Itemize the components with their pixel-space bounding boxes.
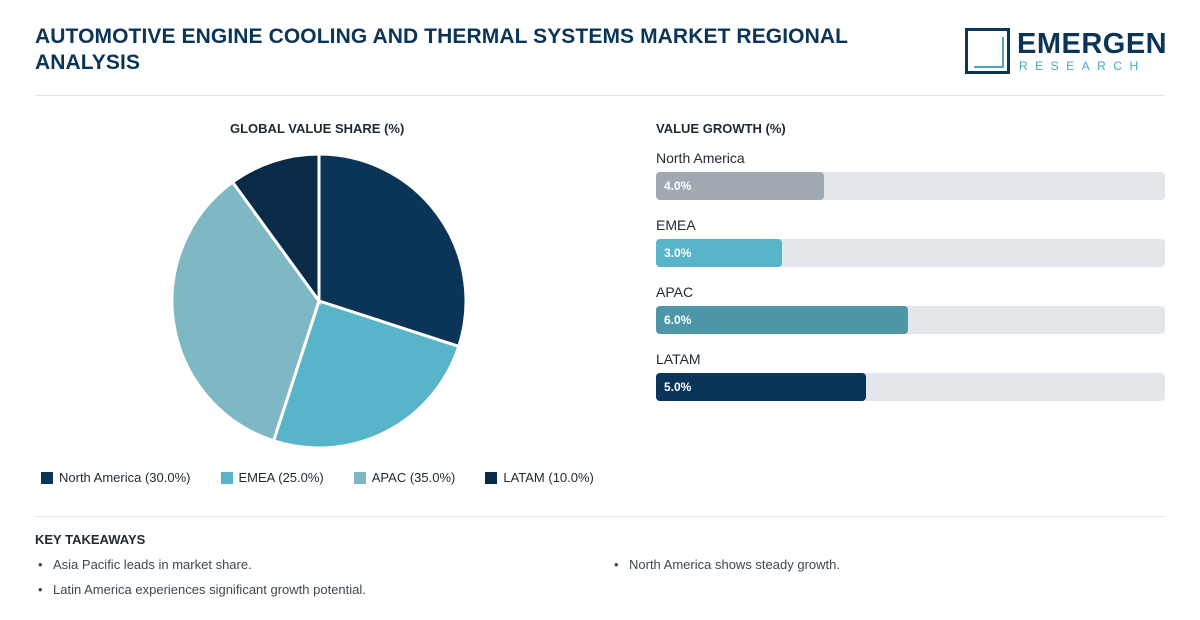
logo-wordmark: EMERGEN bbox=[1017, 28, 1168, 60]
legend-item: North America (30.0%) bbox=[41, 470, 191, 485]
section-divider bbox=[35, 516, 1165, 517]
pie-chart bbox=[170, 152, 468, 450]
growth-bar-track: 6.0% bbox=[656, 306, 1165, 334]
growth-row: EMEA 3.0% bbox=[656, 217, 1165, 284]
bullet-icon: • bbox=[614, 557, 619, 572]
takeaway-item: • North America shows steady growth. bbox=[614, 557, 840, 582]
takeaway-text: North America shows steady growth. bbox=[629, 557, 840, 572]
legend-swatch bbox=[220, 471, 233, 484]
growth-category-label: APAC bbox=[656, 284, 694, 300]
growth-category-label: EMEA bbox=[656, 217, 696, 233]
takeaway-item: • Latin America experiences significant g… bbox=[38, 582, 366, 607]
pie-slice-emea bbox=[271, 299, 461, 450]
growth-value-label: 3.0% bbox=[664, 246, 692, 260]
logo-mark-icon bbox=[965, 28, 1010, 74]
legend-item: EMEA (25.0%) bbox=[220, 470, 324, 485]
legend-label: North America (30.0%) bbox=[59, 470, 191, 485]
growth-value-label: 4.0% bbox=[664, 179, 692, 193]
growth-value-label: 6.0% bbox=[664, 313, 692, 327]
legend-item: APAC (35.0%) bbox=[353, 470, 456, 485]
growth-bar: 5.0% bbox=[656, 373, 866, 401]
legend-swatch bbox=[485, 471, 498, 484]
growth-bar: 4.0% bbox=[656, 172, 824, 200]
growth-bar: 3.0% bbox=[656, 239, 782, 267]
growth-bar-track: 4.0% bbox=[656, 172, 1165, 200]
legend-swatch bbox=[41, 471, 53, 484]
growth-bar: 6.0% bbox=[656, 306, 908, 334]
legend-label: EMEA (25.0%) bbox=[238, 470, 324, 485]
growth-bar-track: 5.0% bbox=[656, 373, 1165, 401]
header: AUTOMOTIVE ENGINE COOLING AND THERMAL SY… bbox=[35, 24, 1167, 96]
bullet-icon: • bbox=[38, 557, 43, 572]
pie-slice-latam bbox=[230, 152, 321, 306]
legend-item: LATAM (10.0%) bbox=[485, 470, 594, 485]
takeaway-item: • Asia Pacific leads in market share. bbox=[38, 557, 366, 582]
legend-label: LATAM (10.0%) bbox=[503, 470, 594, 485]
legend-label: APAC (35.0%) bbox=[371, 470, 456, 485]
growth-value-label: 5.0% bbox=[664, 380, 692, 394]
growth-category-label: LATAM bbox=[656, 351, 701, 367]
growth-row: APAC 6.0% bbox=[656, 284, 1165, 351]
growth-row: LATAM 5.0% bbox=[656, 351, 1165, 418]
pie-slice-north-america bbox=[317, 152, 468, 349]
takeaway-text: Latin America experiences significant gr… bbox=[53, 582, 366, 597]
growth-category-label: North America bbox=[656, 150, 745, 166]
key-takeaways-right: • North America shows steady growth. bbox=[614, 557, 840, 582]
key-takeaways-title: KEY TAKEAWAYS bbox=[35, 532, 146, 547]
bullet-icon: • bbox=[38, 582, 43, 597]
page-title: AUTOMOTIVE ENGINE COOLING AND THERMAL SY… bbox=[35, 25, 848, 74]
pie-slice-apac bbox=[170, 179, 321, 443]
logo-subtitle: RESEARCH bbox=[1019, 59, 1146, 73]
growth-chart-title: VALUE GROWTH (%) bbox=[656, 121, 786, 136]
takeaway-text: Asia Pacific leads in market share. bbox=[53, 557, 252, 572]
growth-row: North America 4.0% bbox=[656, 150, 1165, 217]
pie-chart-title: GLOBAL VALUE SHARE (%) bbox=[230, 121, 405, 136]
pie-chart-svg bbox=[170, 152, 468, 450]
emergen-logo: EMERGEN RESEARCH bbox=[965, 28, 1167, 76]
key-takeaways-left: • Asia Pacific leads in market share. • Lat… bbox=[38, 557, 366, 607]
growth-bar-track: 3.0% bbox=[656, 239, 1165, 267]
growth-bar-chart: North America 4.0% EMEA 3.0% APAC 6.0% LATAM 5.… bbox=[656, 150, 1165, 418]
pie-legend: North America (30.0%) EMEA (25.0%) APAC (3… bbox=[41, 470, 624, 485]
legend-swatch bbox=[353, 471, 366, 484]
